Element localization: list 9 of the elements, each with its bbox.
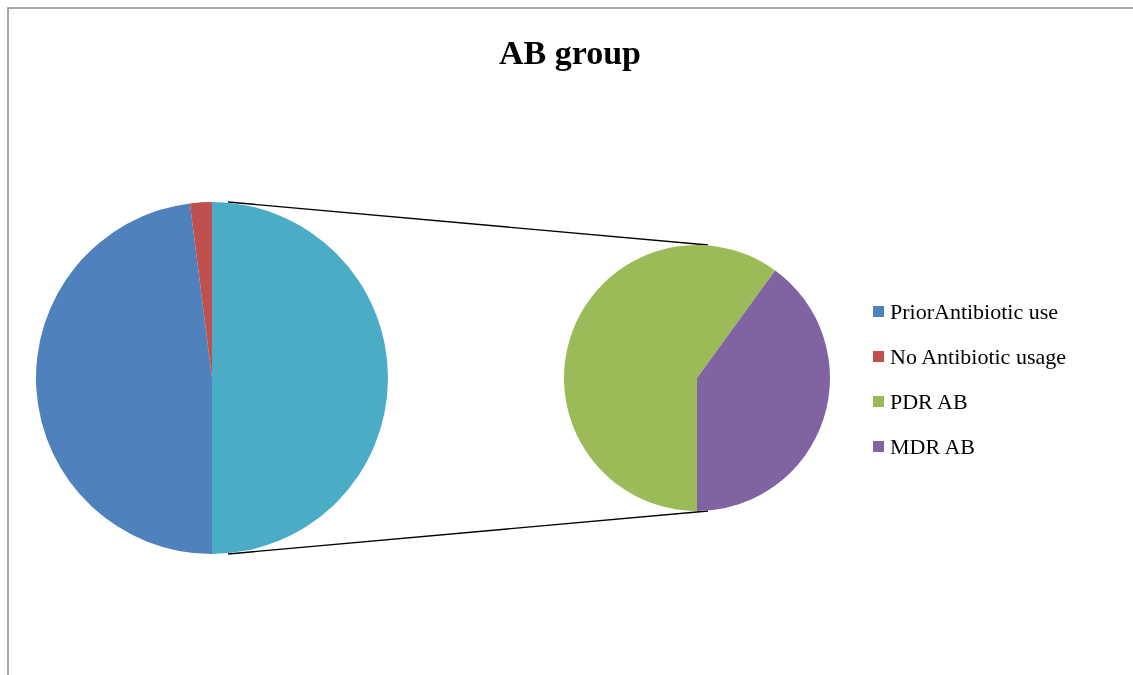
legend-label: MDR AB	[890, 434, 975, 459]
chart-title: AB group	[498, 34, 642, 71]
legend-label: PriorAntibiotic use	[890, 299, 1059, 324]
legend-label: No Antibiotic usage	[890, 344, 1066, 369]
pie-slice	[564, 245, 776, 511]
pie-slice	[697, 270, 830, 511]
pie-slice	[212, 202, 388, 554]
pie-slice	[36, 203, 212, 554]
legend-label: PDR AB	[890, 389, 968, 414]
